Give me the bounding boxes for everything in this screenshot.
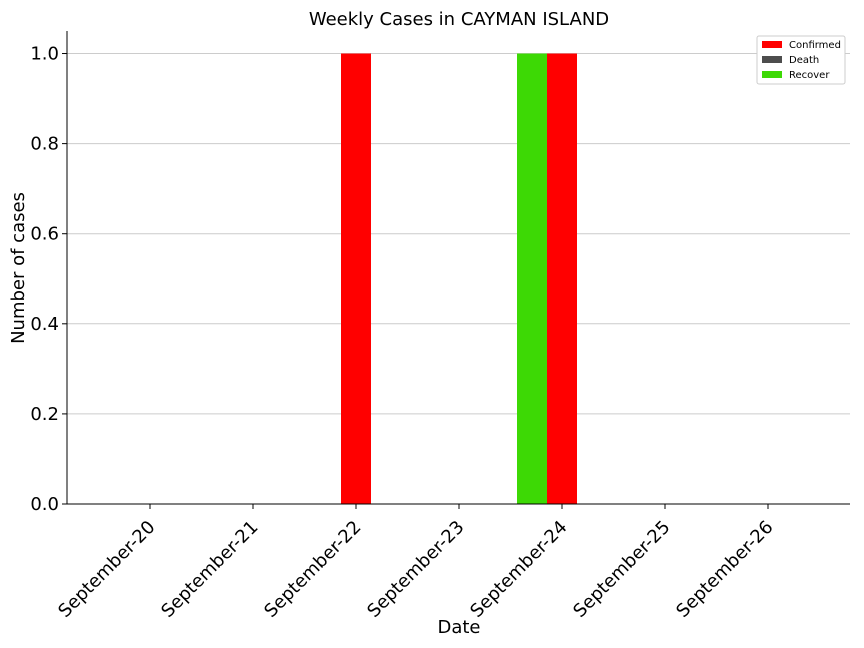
gridlines [67,53,850,415]
y-tick-label: 0.2 [30,404,59,425]
legend-swatch-recover [762,71,782,78]
y-tick-label: 0.6 [30,224,59,245]
x-tick-label: September-22 [260,517,365,622]
x-tick-label: September-26 [672,517,777,622]
legend-label-recover: Recover [789,70,830,81]
bar-recover [517,53,547,505]
x-tick-label: September-21 [157,517,262,622]
y-axis-label: Number of cases [8,192,29,344]
axes [66,31,850,505]
legend-swatch-confirmed [762,41,782,48]
y-tick-label: 0.0 [30,494,59,515]
legend-label-death: Death [789,55,819,66]
x-tick-label: September-25 [569,517,674,622]
y-ticks: 0.0 0.2 0.4 0.6 0.8 1.0 [30,44,67,515]
bar-confirmed [341,53,371,505]
x-axis-label: Date [437,617,480,638]
bar-confirmed [547,53,577,505]
legend-label-confirmed: Confirmed [789,40,841,51]
y-tick-label: 1.0 [30,44,59,65]
x-ticks: September-20September-21September-22Sept… [54,504,778,622]
y-tick-label: 0.4 [30,314,59,335]
x-tick-label: September-20 [54,517,159,622]
legend-swatch-death [762,56,782,63]
y-tick-label: 0.8 [30,134,59,155]
chart-title: Weekly Cases in CAYMAN ISLAND [309,9,609,30]
x-tick-label: September-24 [466,517,571,622]
x-tick-label: September-23 [363,517,468,622]
bars [341,53,577,505]
legend: Confirmed Death Recover [756,35,846,85]
